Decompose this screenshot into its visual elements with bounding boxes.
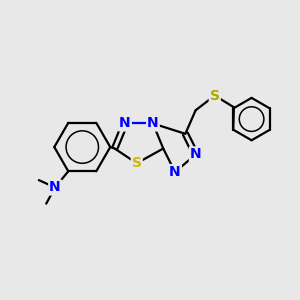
Text: S: S: [210, 88, 220, 103]
Text: N: N: [190, 147, 202, 161]
Text: N: N: [147, 116, 159, 130]
Text: N: N: [49, 181, 61, 194]
Text: N: N: [119, 116, 131, 130]
Text: N: N: [169, 165, 181, 179]
Text: S: S: [132, 156, 142, 170]
